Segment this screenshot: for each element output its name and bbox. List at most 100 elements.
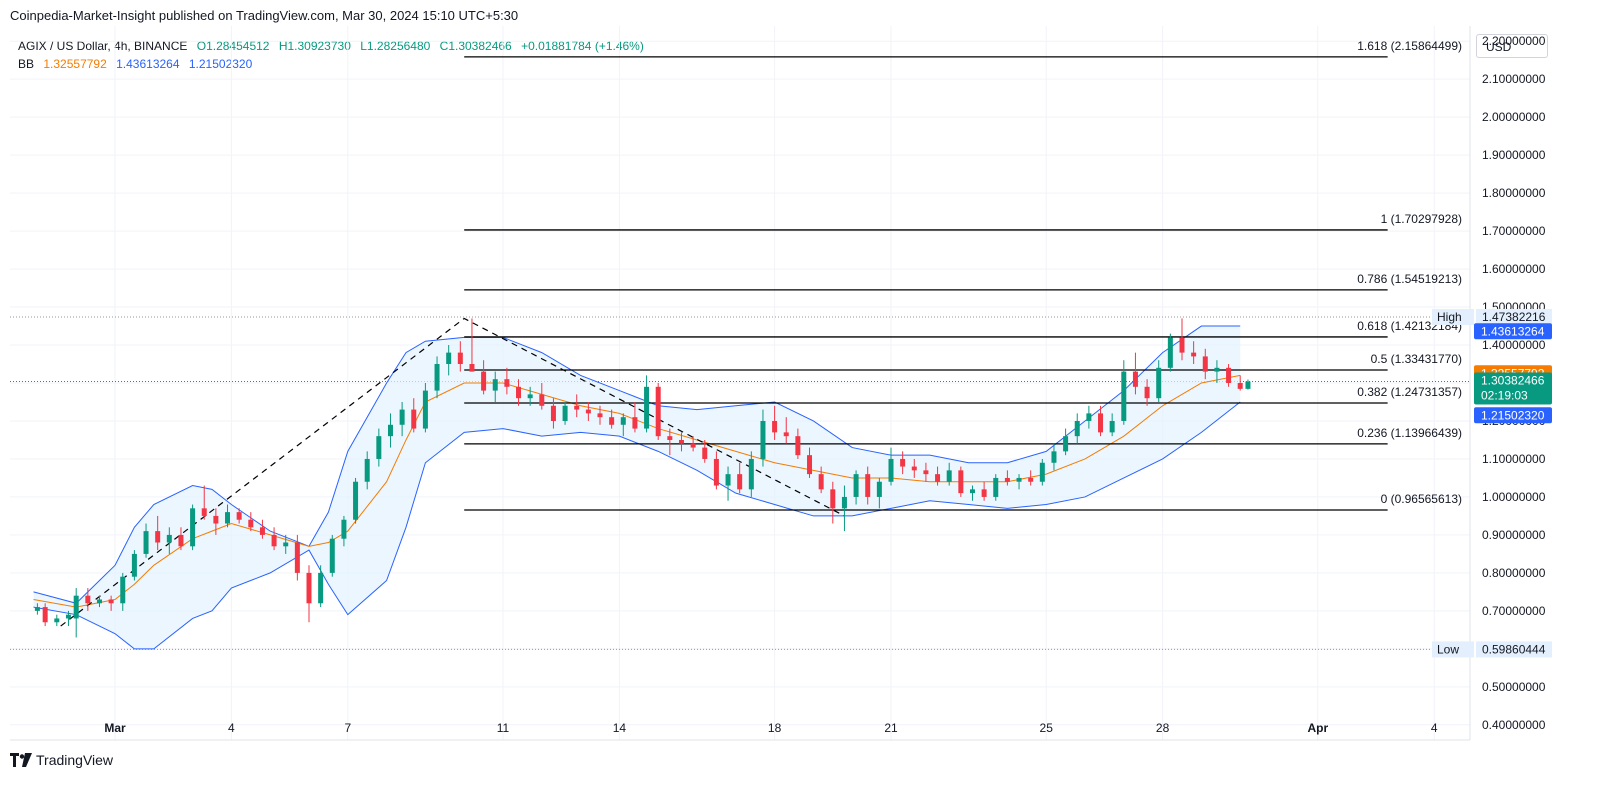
time-tick-label: 28 — [1156, 721, 1170, 735]
bb-basis-value: 1.32557792 — [43, 57, 107, 71]
fib-level-label: 0.5 (1.33431770) — [1371, 352, 1462, 366]
candle-body — [876, 481, 882, 497]
hl-value-label: 1.47382216 — [1482, 310, 1546, 324]
axis-price-badge — [1474, 407, 1552, 424]
candle-body — [609, 417, 615, 425]
candle-body — [655, 386, 661, 437]
candle-body — [853, 474, 859, 497]
close-value: C1.30382466 — [439, 39, 512, 53]
fib-level-label: 0 (0.96565613) — [1381, 492, 1462, 506]
candle-body — [935, 474, 941, 482]
price-tick-label: 2.00000000 — [1482, 110, 1546, 124]
trend-line — [60, 317, 845, 627]
axis-price-label: 1.43613264 — [1481, 324, 1545, 338]
candle-body — [364, 458, 370, 482]
low-value: L1.28256480 — [360, 39, 431, 53]
time-tick-label: 4 — [1431, 721, 1438, 735]
bb-lower-value: 1.21502320 — [188, 57, 253, 71]
candle-body — [283, 542, 289, 547]
bb-label[interactable]: BB — [18, 57, 35, 71]
price-tick-label: 0.50000000 — [1482, 680, 1546, 694]
candle-body — [667, 436, 673, 440]
candle-body — [294, 542, 300, 573]
candle-body — [1156, 367, 1162, 399]
candle-body — [702, 447, 708, 459]
candle-body — [818, 474, 824, 490]
candle-body — [760, 420, 766, 459]
candle-body — [457, 352, 463, 365]
candle-body — [1132, 371, 1138, 387]
candle-body — [1051, 451, 1057, 463]
candle-body — [178, 534, 184, 547]
price-tick-label: 0.90000000 — [1482, 528, 1546, 542]
candle-body — [341, 519, 347, 539]
candle-body — [993, 477, 999, 497]
bb-upper-value: 1.43613264 — [116, 57, 180, 71]
fib-level-label: 0.786 (1.54519213) — [1357, 272, 1462, 286]
candle-body — [1179, 337, 1185, 353]
candle-body — [248, 519, 254, 528]
fib-level-label: 0.382 (1.24731357) — [1357, 385, 1462, 399]
tradingview-footer[interactable]: TradingView — [10, 752, 113, 768]
candle-body — [969, 489, 975, 494]
candle-body — [900, 458, 906, 467]
candle-body — [1237, 383, 1243, 389]
time-tick-label: 14 — [613, 721, 627, 735]
candle-body — [492, 379, 498, 391]
symbol-name[interactable]: AGIX / US Dollar, 4h, BINANCE — [18, 39, 188, 53]
price-tick-label: 1.10000000 — [1482, 452, 1546, 466]
candle-body — [783, 432, 789, 437]
time-tick-label: 11 — [497, 721, 510, 735]
bb-lower-line — [33, 401, 1241, 650]
candle-body — [1016, 477, 1022, 482]
candle-body — [737, 474, 743, 490]
price-tick-label: 1.80000000 — [1482, 186, 1546, 200]
candle-body — [807, 455, 813, 475]
candle-body — [1039, 462, 1045, 482]
price-tick-label: 1.90000000 — [1482, 148, 1546, 162]
candle-body — [1028, 477, 1034, 482]
time-tick-label: Mar — [104, 721, 126, 735]
high-value: H1.30923730 — [278, 39, 351, 53]
candle-body — [190, 508, 196, 547]
hl-value-bg — [1476, 641, 1552, 658]
bb-basis-line — [33, 374, 1241, 608]
candle-body — [958, 470, 964, 494]
change-value: +0.01881784 (+1.46%) — [521, 39, 644, 53]
price-tick-label: 1.60000000 — [1482, 262, 1546, 276]
candle-body — [143, 531, 149, 554]
candle-body — [539, 394, 545, 406]
symbol-legend: AGIX / US Dollar, 4h, BINANCE O1.2845451… — [18, 39, 650, 53]
candle-body — [713, 458, 719, 486]
candle-body — [923, 470, 929, 475]
candle-body — [1144, 386, 1150, 399]
candle-body — [353, 481, 359, 520]
candle-body — [748, 458, 754, 490]
price-tick-label: 1.40000000 — [1482, 338, 1546, 352]
candle-body — [155, 531, 161, 543]
hl-name-label: Low — [1437, 642, 1459, 656]
candle-body — [54, 618, 60, 623]
fib-level-label: 0.236 (1.13966439) — [1357, 426, 1462, 440]
hl-value-label: 0.59860444 — [1482, 642, 1546, 656]
candle-body — [376, 436, 382, 459]
candle-body — [504, 379, 510, 387]
price-tick-label: 2.20000000 — [1482, 34, 1546, 48]
axis-price-label: 1.21502320 — [1481, 408, 1545, 422]
candle-body — [888, 458, 894, 482]
footer-brand: TradingView — [36, 752, 114, 768]
candle-body — [318, 572, 324, 604]
candle-body — [830, 489, 836, 509]
candle-body — [166, 534, 172, 543]
hl-value-bg — [1476, 308, 1552, 325]
candle-body — [1063, 436, 1069, 452]
candle-body — [1121, 371, 1127, 421]
candle-body — [131, 553, 137, 577]
candle-body — [65, 614, 71, 619]
currency-button[interactable]: USD — [1476, 34, 1548, 58]
candle-body — [690, 443, 696, 448]
axis-price-badge — [1474, 372, 1552, 405]
candle-body — [73, 595, 79, 619]
bb-legend: BB 1.32557792 1.43613264 1.21502320 — [18, 57, 258, 71]
